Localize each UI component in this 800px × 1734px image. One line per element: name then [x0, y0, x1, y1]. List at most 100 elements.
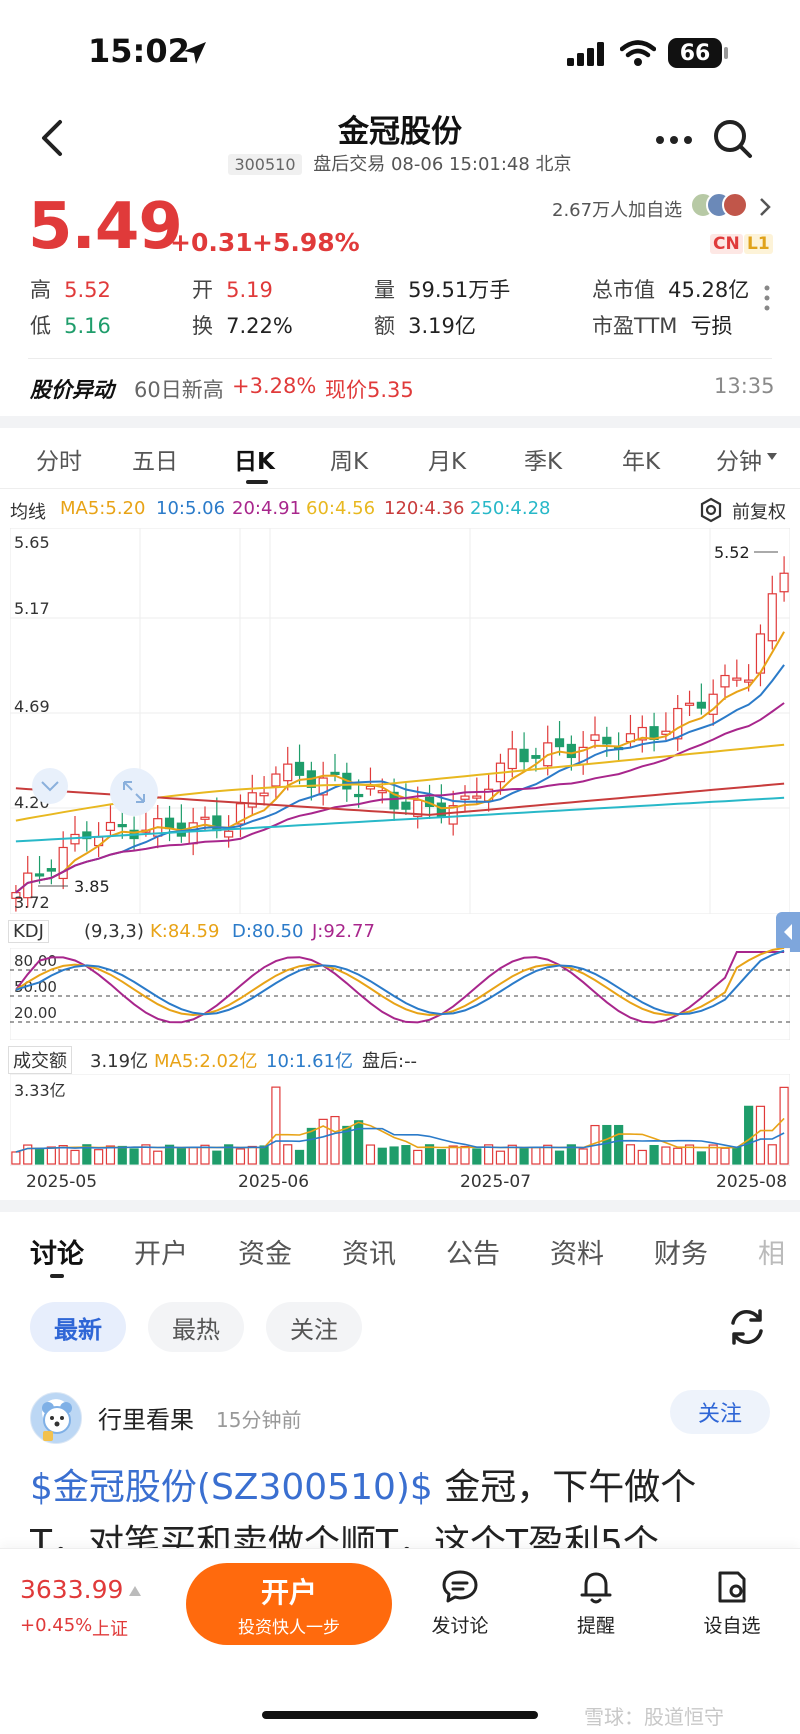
- candle-body: [460, 795, 470, 800]
- back-icon[interactable]: [36, 118, 66, 158]
- tab-news[interactable]: 资讯: [342, 1239, 396, 1270]
- tab-intraday[interactable]: 分时: [36, 449, 82, 475]
- tab-account[interactable]: 开户: [134, 1239, 188, 1270]
- badge-l1: L1: [744, 234, 773, 254]
- kdj-level: 80.00: [14, 952, 57, 970]
- kdj-chart[interactable]: 80.00 50.00 20.00: [10, 948, 790, 1040]
- kline-chart[interactable]: 5.65 5.17 4.69 4.20 3.72 5.52 3.85: [10, 528, 790, 914]
- filter-following[interactable]: 关注: [266, 1302, 362, 1352]
- chevron-right-icon[interactable]: [758, 196, 772, 218]
- volume-bar: [755, 1105, 766, 1165]
- stat-open: 开 5.19: [192, 278, 273, 302]
- post-author[interactable]: 行里看果: [98, 1406, 194, 1434]
- tab-monthly-k[interactable]: 月K: [428, 449, 467, 475]
- volume-bar: [767, 1144, 777, 1165]
- open-account-button[interactable]: 开户 投资快人一步: [186, 1563, 392, 1645]
- followers-count[interactable]: 2.67万人加自选: [552, 200, 683, 221]
- candle-body: [82, 831, 92, 840]
- section-gap: [0, 416, 800, 428]
- candle-body: [732, 677, 742, 681]
- candle-body: [472, 795, 482, 799]
- volume-bar: [176, 1147, 186, 1165]
- open-account-subtitle: 投资快人一步: [238, 1618, 340, 1638]
- filter-hot[interactable]: 最热: [148, 1302, 244, 1352]
- kdj-label[interactable]: KDJ: [8, 920, 49, 943]
- volume-bar: [424, 1144, 435, 1165]
- adjust-mode[interactable]: 前复权: [732, 502, 786, 523]
- volume-bar: [11, 1151, 21, 1165]
- ma-label: 均线: [10, 502, 46, 523]
- volume-bar: [377, 1147, 387, 1165]
- tab-yearly-k[interactable]: 年K: [622, 449, 661, 475]
- open-account-title: 开户: [260, 1576, 317, 1609]
- add-watchlist-button[interactable]: 设自选: [692, 1567, 772, 1647]
- y-tick: 5.17: [14, 599, 50, 618]
- post-discussion-button[interactable]: 发讨论: [420, 1567, 500, 1647]
- stat-amount: 额 3.19亿: [374, 314, 476, 338]
- collapse-icon[interactable]: [32, 768, 68, 804]
- candle-body: [673, 707, 683, 740]
- tab-related[interactable]: 相: [758, 1239, 785, 1270]
- volume-bar: [637, 1149, 647, 1165]
- alert-button[interactable]: 提醒: [556, 1567, 636, 1647]
- volume-bar: [70, 1149, 80, 1165]
- high-marker: 5.52: [714, 543, 750, 562]
- settings-icon[interactable]: [698, 497, 724, 523]
- price-alert-row[interactable]: 股价异动 60日新高 +3.28% 现价5.35 13:35: [0, 370, 800, 414]
- volume-bar: [342, 1125, 352, 1165]
- tab-weekly-k[interactable]: 周K: [330, 449, 369, 475]
- tab-discussion[interactable]: 讨论: [30, 1239, 84, 1270]
- volume-label[interactable]: 成交额: [8, 1046, 72, 1074]
- volume-bar: [720, 1147, 730, 1165]
- tab-funds[interactable]: 资金: [238, 1239, 292, 1270]
- refresh-icon[interactable]: [726, 1306, 768, 1348]
- expand-dots-icon[interactable]: [762, 280, 772, 330]
- alert-label: 股价异动: [30, 378, 114, 402]
- search-icon[interactable]: [712, 118, 754, 160]
- fullscreen-icon[interactable]: [110, 768, 158, 816]
- post-avatar[interactable]: [30, 1392, 82, 1444]
- tab-five-day[interactable]: 五日: [132, 449, 178, 475]
- volume-bar: [259, 1145, 269, 1165]
- side-handle[interactable]: [776, 912, 800, 952]
- home-indicator: [262, 1711, 538, 1719]
- index-change: +0.45%: [20, 1615, 93, 1636]
- candle-body: [602, 736, 612, 745]
- volume-bar: [696, 1151, 706, 1165]
- volume-bar: [732, 1146, 742, 1165]
- tab-quarterly-k[interactable]: 季K: [524, 449, 563, 475]
- volume-bar: [519, 1147, 529, 1165]
- volume-bar: [129, 1148, 139, 1165]
- volume-ma5: MA5:2.02亿: [154, 1051, 258, 1072]
- volume-bar: [82, 1144, 92, 1165]
- post-body[interactable]: $金冠股份(SZ300510)$ 金冠，下午做个 T，对笔买和卖做个顺T，这个T…: [30, 1460, 780, 1550]
- volume-bar: [507, 1144, 517, 1165]
- filter-latest[interactable]: 最新: [30, 1302, 126, 1352]
- follow-label: 关注: [697, 1402, 742, 1427]
- follower-avatars[interactable]: [690, 192, 750, 222]
- tab-financials[interactable]: 财务: [654, 1239, 708, 1270]
- stock-tag-link[interactable]: $金冠股份(SZ300510)$: [30, 1467, 433, 1508]
- tab-daily-k[interactable]: 日K: [234, 449, 275, 475]
- volume-bar: [436, 1149, 446, 1165]
- more-icon[interactable]: [654, 134, 694, 146]
- index-ticker[interactable]: 3633.99 +0.45% 上证: [20, 1575, 160, 1645]
- candle-body: [212, 815, 222, 832]
- tab-minute[interactable]: 分钟: [716, 449, 762, 475]
- stat-turnover: 换 7.22%: [192, 314, 293, 338]
- volume-ma-line: [15, 1127, 785, 1153]
- x-date: 2025-07: [460, 1172, 532, 1192]
- candle-body: [448, 805, 458, 825]
- avatar: [722, 192, 748, 218]
- tab-announcements[interactable]: 公告: [446, 1239, 500, 1270]
- candle-body: [318, 777, 328, 796]
- tab-profile[interactable]: 资料: [550, 1239, 604, 1270]
- volume-chart[interactable]: 3.33亿: [10, 1074, 790, 1166]
- stat-low: 低 5.16: [30, 314, 111, 338]
- candle-body: [767, 593, 777, 642]
- volume-bar: [306, 1127, 316, 1165]
- up-triangle-icon: [129, 1586, 141, 1596]
- follow-button[interactable]: 关注: [670, 1390, 770, 1434]
- volume-bar: [354, 1120, 364, 1165]
- candle-body: [744, 679, 754, 683]
